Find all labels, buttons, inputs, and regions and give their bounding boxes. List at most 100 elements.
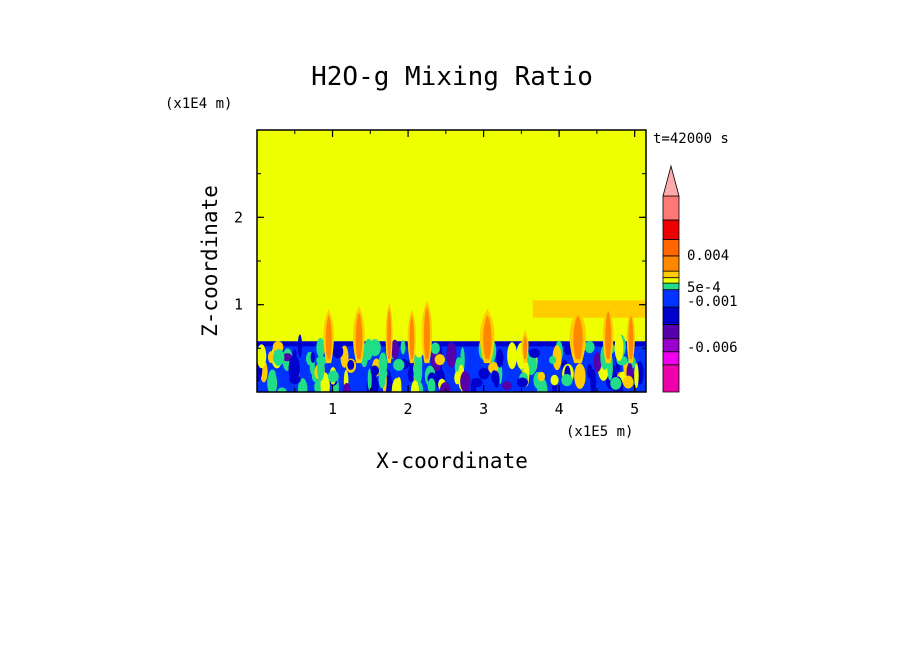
colorbar-extension-arrow bbox=[662, 164, 680, 197]
moist-plume-core bbox=[423, 306, 430, 360]
turbulence-cell bbox=[584, 340, 595, 354]
y-axis-title: Z-coordinate bbox=[198, 185, 222, 337]
turbulence-cell bbox=[310, 351, 316, 364]
moist-plume-core bbox=[483, 315, 492, 360]
moist-plume-core bbox=[355, 312, 363, 360]
colorbar-label: -0.001 bbox=[687, 294, 738, 310]
y-axis: 12 bbox=[234, 173, 646, 349]
turbulence-cell bbox=[267, 351, 275, 364]
turbulence-cell bbox=[391, 378, 402, 392]
colorbar-level bbox=[662, 338, 680, 353]
turbulence-cell bbox=[434, 354, 446, 366]
turbulence-cell bbox=[427, 378, 436, 392]
moist-plume-core bbox=[573, 315, 583, 360]
colorbar-level bbox=[662, 195, 680, 221]
moist-plume-core bbox=[387, 308, 392, 360]
turbulence-cell bbox=[288, 355, 300, 382]
y-tick-label: 2 bbox=[234, 208, 243, 226]
x-tick-label: 5 bbox=[630, 400, 639, 418]
turbulence-cell bbox=[413, 358, 423, 385]
moist-plume-core bbox=[605, 310, 612, 360]
turbulence-cell bbox=[528, 348, 541, 359]
turbulence-cell bbox=[561, 373, 573, 387]
colorbar: 0.004 5e-4-0.001 -0.006 bbox=[662, 164, 738, 393]
x-tick-label: 2 bbox=[404, 400, 413, 418]
turbulence-cell bbox=[379, 353, 388, 375]
colorbar-level bbox=[662, 282, 680, 291]
turbulence-cell bbox=[289, 375, 301, 384]
turbulence-cell bbox=[574, 363, 586, 389]
x-scale-note: (x1E5 m) bbox=[566, 424, 633, 440]
x-axis: 1 2 3 4 5 bbox=[294, 130, 639, 418]
turbulence-cell bbox=[407, 366, 414, 383]
turbulence-cell bbox=[491, 370, 497, 383]
moist-plume-core bbox=[523, 335, 528, 360]
turbulence-cell bbox=[460, 370, 471, 392]
turbulence-cell bbox=[470, 378, 477, 392]
turbulence-cell bbox=[507, 342, 518, 370]
turbulence-cell bbox=[537, 371, 546, 382]
moist-plume-core bbox=[409, 315, 415, 360]
turbulence-cell bbox=[634, 363, 639, 389]
colorbar-level bbox=[662, 277, 680, 284]
turbulence-cell bbox=[410, 380, 420, 392]
turbulence-cell bbox=[586, 364, 593, 379]
colorbar-level bbox=[662, 324, 680, 340]
moist-plume-core bbox=[628, 315, 634, 360]
turbulence-cell bbox=[297, 378, 308, 392]
turbulence-cell bbox=[446, 342, 457, 368]
colorbar-level bbox=[662, 289, 680, 308]
time-label: t=42000 s bbox=[653, 131, 729, 147]
colorbar-level bbox=[662, 255, 680, 272]
chart-title: H2O-g Mixing Ratio bbox=[311, 62, 593, 92]
colorbar-level bbox=[662, 239, 680, 257]
colorbar-level bbox=[662, 351, 680, 366]
turbulence-cell bbox=[614, 334, 624, 362]
turbulence-cell bbox=[393, 359, 405, 371]
turbulence-cell bbox=[332, 344, 344, 359]
moist-plume-core bbox=[325, 315, 332, 360]
x-tick-label: 1 bbox=[328, 400, 337, 418]
colorbar-level bbox=[662, 219, 680, 240]
turbulence-cell bbox=[550, 374, 559, 386]
turbulence-cell bbox=[549, 355, 557, 365]
colorbar-label: 5e-4 bbox=[687, 280, 721, 296]
colorbar-label: -0.006 bbox=[687, 340, 738, 356]
turbulence-cell bbox=[342, 383, 351, 392]
turbulence-cell bbox=[478, 367, 490, 380]
x-axis-title: X-coordinate bbox=[376, 449, 528, 473]
field-layer bbox=[257, 300, 646, 392]
colorbar-level bbox=[662, 364, 680, 393]
turbulence-cell bbox=[347, 359, 355, 371]
turbulence-cell bbox=[297, 334, 303, 358]
turbulence-cell bbox=[277, 387, 287, 392]
colorbar-level bbox=[662, 306, 680, 325]
x-tick-label: 4 bbox=[555, 400, 564, 418]
turbulence-cell bbox=[272, 349, 285, 366]
x-tick-label: 3 bbox=[479, 400, 488, 418]
turbulence-cell bbox=[316, 338, 325, 358]
turbulence-cell bbox=[501, 381, 512, 391]
turbulence-cell bbox=[552, 345, 562, 371]
turbulence-cell bbox=[516, 377, 528, 388]
turbulence-cell bbox=[268, 369, 276, 379]
y-scale-note: (x1E4 m) bbox=[165, 96, 232, 112]
turbulence-cell bbox=[496, 348, 504, 368]
turbulence-cell bbox=[390, 339, 399, 360]
turbulence-cell bbox=[281, 353, 293, 362]
turbulence-cell bbox=[430, 342, 440, 355]
turbulence-cell bbox=[400, 340, 406, 355]
turbulence-cell bbox=[593, 352, 602, 372]
turbulence-cell bbox=[439, 382, 451, 392]
plot-area bbox=[257, 130, 646, 392]
turbulence-cell bbox=[367, 368, 372, 391]
turbulence-cell bbox=[257, 344, 267, 369]
turbulence-cell bbox=[623, 375, 634, 389]
upper-moist-layer bbox=[532, 300, 646, 318]
turbulence-cell bbox=[364, 338, 373, 361]
colorbar-level bbox=[662, 270, 680, 279]
y-tick-label: 1 bbox=[234, 296, 243, 314]
turbulence-cell bbox=[316, 355, 325, 382]
turbulence-cell bbox=[610, 377, 622, 390]
